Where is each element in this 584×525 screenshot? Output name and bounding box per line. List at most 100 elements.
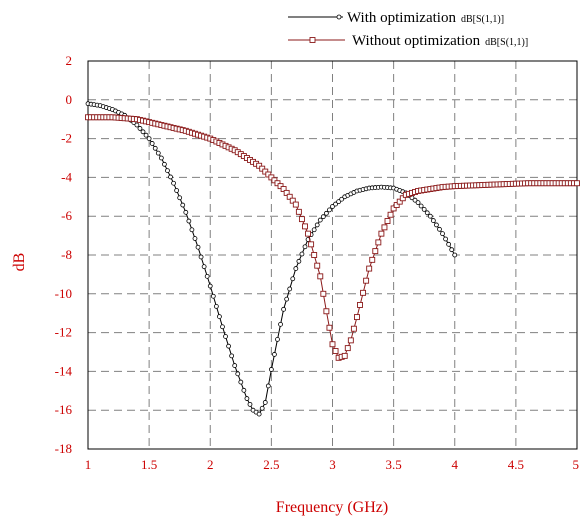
x-tick-label: 5 xyxy=(573,457,580,472)
data-point xyxy=(137,126,143,131)
y-tick-label: -14 xyxy=(55,363,73,378)
data-point xyxy=(183,209,189,215)
data-point xyxy=(155,150,161,156)
data-point xyxy=(174,188,180,193)
data-point xyxy=(244,396,250,401)
data-point xyxy=(354,314,360,321)
data-point xyxy=(393,202,400,208)
data-point xyxy=(286,193,293,200)
x-tick-label: 1 xyxy=(85,457,92,472)
data-point xyxy=(149,141,155,146)
data-point xyxy=(220,324,225,330)
data-point xyxy=(381,224,388,231)
data-point xyxy=(293,266,299,271)
series-with-optimization xyxy=(85,101,458,417)
data-point xyxy=(189,227,195,233)
data-point xyxy=(333,201,338,207)
legend-marker xyxy=(336,14,342,20)
plot-frame xyxy=(87,60,578,450)
legend: With optimization dB[S(1,1)] Without optim… xyxy=(288,10,528,49)
data-point xyxy=(272,352,277,357)
data-point xyxy=(265,383,271,389)
y-tick-label: -2 xyxy=(61,131,72,146)
data-point xyxy=(262,400,268,405)
y-tick-label: -12 xyxy=(55,325,72,340)
data-point xyxy=(449,247,455,253)
data-point xyxy=(446,241,452,247)
data-point xyxy=(140,129,146,135)
data-point xyxy=(332,348,339,354)
data-point xyxy=(327,207,332,213)
data-point xyxy=(320,214,326,220)
y-tick-label: -18 xyxy=(55,441,72,456)
data-point xyxy=(283,189,290,196)
y-tick-label: -8 xyxy=(61,247,72,262)
legend-item: Without optimization dB[S(1,1)] xyxy=(288,33,528,49)
y-tick-label: -4 xyxy=(61,169,72,184)
data-point xyxy=(375,239,382,246)
data-point xyxy=(292,201,299,208)
data-point xyxy=(317,273,324,280)
data-point xyxy=(223,334,228,339)
data-point xyxy=(311,227,317,233)
series-without-optimization xyxy=(85,114,580,361)
data-point xyxy=(378,230,385,237)
data-point xyxy=(186,218,192,224)
data-point xyxy=(336,199,342,205)
y-tick-label: 2 xyxy=(66,53,73,68)
data-point xyxy=(296,258,302,264)
data-point xyxy=(165,168,170,174)
data-point xyxy=(192,236,198,241)
data-point xyxy=(443,236,448,242)
data-point xyxy=(143,132,149,138)
data-point xyxy=(281,306,287,312)
data-point xyxy=(232,363,238,368)
data-point xyxy=(399,195,406,202)
data-point xyxy=(317,217,323,223)
data-point xyxy=(162,161,167,167)
data-point xyxy=(198,254,204,260)
data-point xyxy=(311,252,318,258)
series-layer xyxy=(85,101,580,417)
data-point xyxy=(158,155,164,161)
legend-marker xyxy=(309,37,316,43)
data-point xyxy=(305,230,311,237)
data-point xyxy=(329,341,336,348)
data-point xyxy=(396,198,403,205)
data-point xyxy=(229,353,235,359)
data-point xyxy=(360,289,367,296)
legend-label: With optimization xyxy=(347,10,456,26)
data-point xyxy=(275,336,280,342)
data-point xyxy=(217,314,222,319)
data-point xyxy=(290,276,296,282)
data-point xyxy=(339,196,345,202)
y-tick-label: -10 xyxy=(55,286,72,301)
data-point xyxy=(171,180,176,186)
data-point xyxy=(323,210,329,216)
data-point xyxy=(314,222,320,228)
data-point xyxy=(204,273,210,279)
data-point xyxy=(387,211,394,218)
data-point xyxy=(287,286,293,292)
data-point xyxy=(278,321,283,327)
x-tick-label: 1.5 xyxy=(141,457,157,472)
legend-label: Without optimization xyxy=(352,33,481,49)
data-point xyxy=(195,244,201,250)
data-point xyxy=(341,352,348,359)
data-point xyxy=(180,202,186,208)
legend-suffix: dB[S(1,1)] xyxy=(461,14,504,25)
y-tick-label: -6 xyxy=(61,208,72,223)
data-point xyxy=(440,231,445,237)
data-point xyxy=(330,204,335,209)
data-point xyxy=(235,371,241,377)
x-tick-label: 4.5 xyxy=(508,457,524,472)
data-point xyxy=(146,136,152,142)
data-point xyxy=(207,283,213,289)
data-point xyxy=(152,145,158,151)
legend-item: With optimization dB[S(1,1)] xyxy=(288,10,504,26)
x-axis-ticks: 1 1.5 2 2.5 3 3.5 4 4.5 5 xyxy=(85,457,579,472)
y-axis-ticks: 2 0 -2 -4 -6 -8 -10 -12 -14 -16 -18 xyxy=(55,53,73,456)
x-axis-title: Frequency (GHz) xyxy=(276,499,388,516)
grid xyxy=(88,61,577,449)
